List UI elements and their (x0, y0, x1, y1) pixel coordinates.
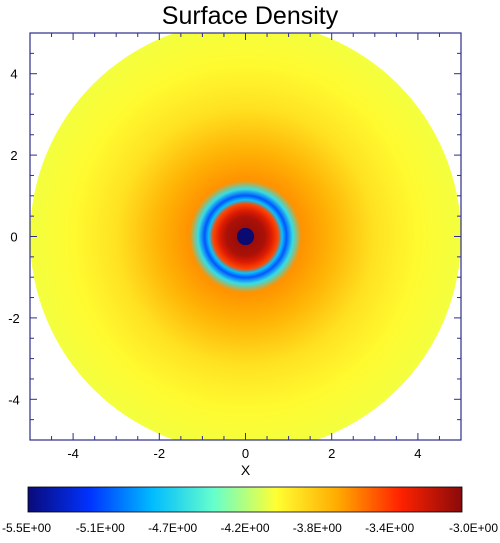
y-tick-label: 0 (10, 230, 17, 245)
colorbar-tick-label: -5.5E+00 (2, 521, 51, 535)
colorbar-tick-label: -3.0E+00 (449, 521, 498, 535)
y-axis: -4 -2 0 2 4 (8, 32, 461, 441)
x-tick-label: -2 (154, 446, 166, 461)
chart-title: Surface Density (161, 2, 339, 30)
x-axis: -4 -2 0 2 4 (29, 33, 462, 461)
y-tick-label: 2 (10, 148, 17, 163)
colorbar-tick-label: -5.1E+00 (76, 521, 125, 535)
colorbar-tick-label: -4.2E+00 (220, 521, 269, 535)
y-tick-label: -4 (8, 392, 20, 407)
colorbar (27, 486, 463, 513)
colorbar-tick-label: -4.7E+00 (148, 521, 197, 535)
x-tick-label: 0 (242, 446, 249, 461)
x-axis-label: X (241, 462, 251, 478)
colorbar-tick-label: -3.8E+00 (293, 521, 342, 535)
plot-area (30, 33, 461, 440)
inner-hole (236, 227, 255, 246)
y-tick-label: 4 (10, 67, 17, 82)
colorbar-tick-label: -3.4E+00 (365, 521, 414, 535)
colorbar-ticks: -5.5E+00 -5.1E+00 -4.7E+00 -4.2E+00 -3.8E+00… (2, 521, 498, 535)
x-tick-label: 4 (414, 446, 421, 461)
x-tick-label: 2 (328, 446, 335, 461)
y-tick-label: -2 (8, 311, 20, 326)
x-tick-label: -4 (67, 446, 79, 461)
